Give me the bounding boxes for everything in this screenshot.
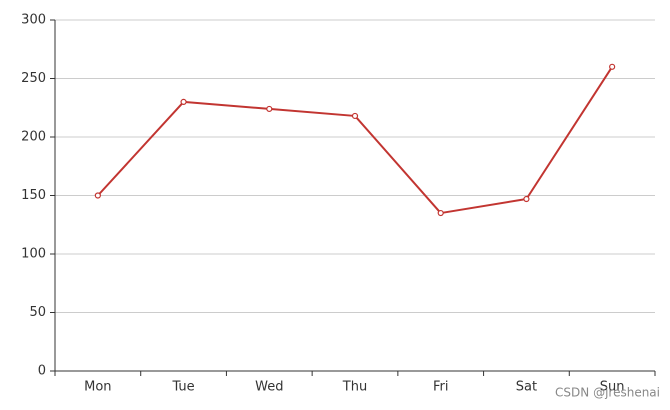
x-tick-label: Tue [171, 380, 194, 395]
watermark: CSDN @jreshenai [555, 386, 660, 400]
point [437, 209, 444, 217]
x-tick-label: Fri [433, 380, 449, 395]
x-tick-label: Mon [84, 380, 111, 395]
y-tick-label: 100 [21, 247, 46, 262]
x-tick-label: Sun [600, 380, 625, 395]
point [94, 192, 101, 199]
line [97, 66, 613, 215]
point [609, 63, 616, 70]
x-tick-label: Wed [255, 380, 283, 395]
x-tick-label: Thu [342, 380, 367, 395]
point [266, 105, 273, 113]
y-tick-label: 0 [38, 364, 46, 379]
point [523, 195, 530, 203]
y-tick-label: 150 [21, 188, 46, 203]
y-tick-label: 50 [29, 305, 46, 320]
point [180, 98, 187, 106]
y-tick-label: 200 [21, 130, 46, 145]
x-tick-label: Sat [516, 380, 537, 395]
y-tick-label: 250 [21, 71, 46, 86]
point [351, 112, 359, 120]
y-tick-label: 300 [21, 13, 46, 28]
